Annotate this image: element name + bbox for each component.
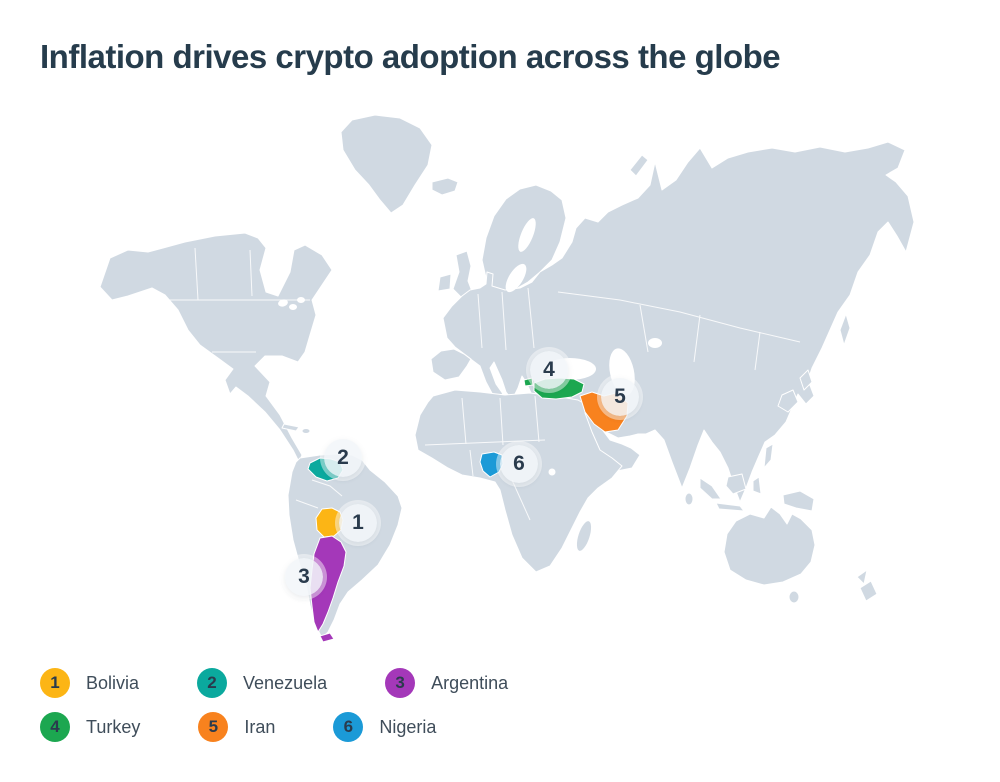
legend-item-argentina: 3 Argentina: [385, 668, 508, 698]
island-philippines: [763, 443, 774, 469]
map-badge-argentina: 3: [285, 558, 323, 596]
legend-item-iran: 5 Iran: [198, 712, 275, 742]
island-japan-south: [777, 389, 799, 413]
island-japan-north: [799, 369, 813, 391]
map-badge-turkey: 4: [530, 351, 568, 389]
legend-dot-venezuela: 2: [197, 668, 228, 698]
map-badge-nigeria: 6: [500, 445, 538, 483]
continent-south-america: [287, 453, 403, 639]
island-java: [715, 502, 745, 512]
island-sulawesi: [752, 476, 762, 495]
world-map-container: [0, 100, 1000, 670]
legend-item-turkey: 4 Turkey: [40, 712, 140, 742]
legend-dot-bolivia: 1: [40, 668, 70, 698]
continent-eurasia: [430, 141, 915, 503]
island-sri-lanka: [684, 492, 694, 506]
legend-row: 4 Turkey 5 Iran 6 Nigeria: [40, 712, 508, 742]
map-badge-iran: 5: [601, 378, 639, 416]
island-sakhalin: [839, 313, 851, 346]
legend-label-argentina: Argentina: [431, 672, 509, 693]
island-new-guinea: [782, 490, 815, 512]
legend-dot-argentina: 3: [385, 668, 416, 698]
island-new-zealand-north: [856, 569, 868, 585]
legend-item-bolivia: 1 Bolivia: [40, 668, 139, 698]
island-cuba: [281, 423, 300, 432]
continent-australia: [723, 506, 816, 586]
island-greenland: [340, 114, 433, 214]
country-shape-bolivia: [315, 507, 344, 538]
country-shape-argentina: [309, 535, 347, 643]
map-badge-bolivia: 1: [339, 504, 377, 542]
legend-dot-iran: 5: [198, 712, 229, 742]
island-hispaniola: [301, 428, 311, 434]
page-title: Inflation drives crypto adoption across …: [40, 38, 781, 75]
legend-label-bolivia: Bolivia: [86, 672, 140, 693]
island-iceland: [431, 177, 459, 196]
legend-row: 1 Bolivia 2 Venezuela 3 Argentina: [40, 668, 508, 698]
country-shape-nigeria: [479, 451, 504, 478]
legend-label-turkey: Turkey: [86, 716, 141, 737]
map-badge-venezuela: 2: [324, 439, 362, 477]
island-ireland: [437, 273, 452, 292]
legend-label-nigeria: Nigeria: [379, 716, 437, 737]
island-borneo: [725, 473, 747, 495]
legend-label-iran: Iran: [244, 716, 276, 737]
legend-item-venezuela: 2 Venezuela: [197, 668, 327, 698]
world-map: [99, 114, 915, 643]
legend-item-nigeria: 6 Nigeria: [333, 712, 436, 742]
island-madagascar: [575, 520, 593, 552]
legend-label-venezuela: Venezuela: [243, 672, 328, 693]
island-novaya-zemlya: [629, 154, 649, 177]
legend: 1 Bolivia 2 Venezuela 3 Argentina 4 Turkey 5 Iran…: [40, 668, 508, 742]
island-tasmania: [788, 590, 800, 604]
continent-north-america: [99, 232, 333, 463]
island-new-zealand-south: [859, 580, 878, 602]
legend-dot-turkey: 4: [40, 712, 70, 742]
island-sumatra: [699, 477, 722, 500]
legend-dot-nigeria: 6: [333, 712, 364, 742]
